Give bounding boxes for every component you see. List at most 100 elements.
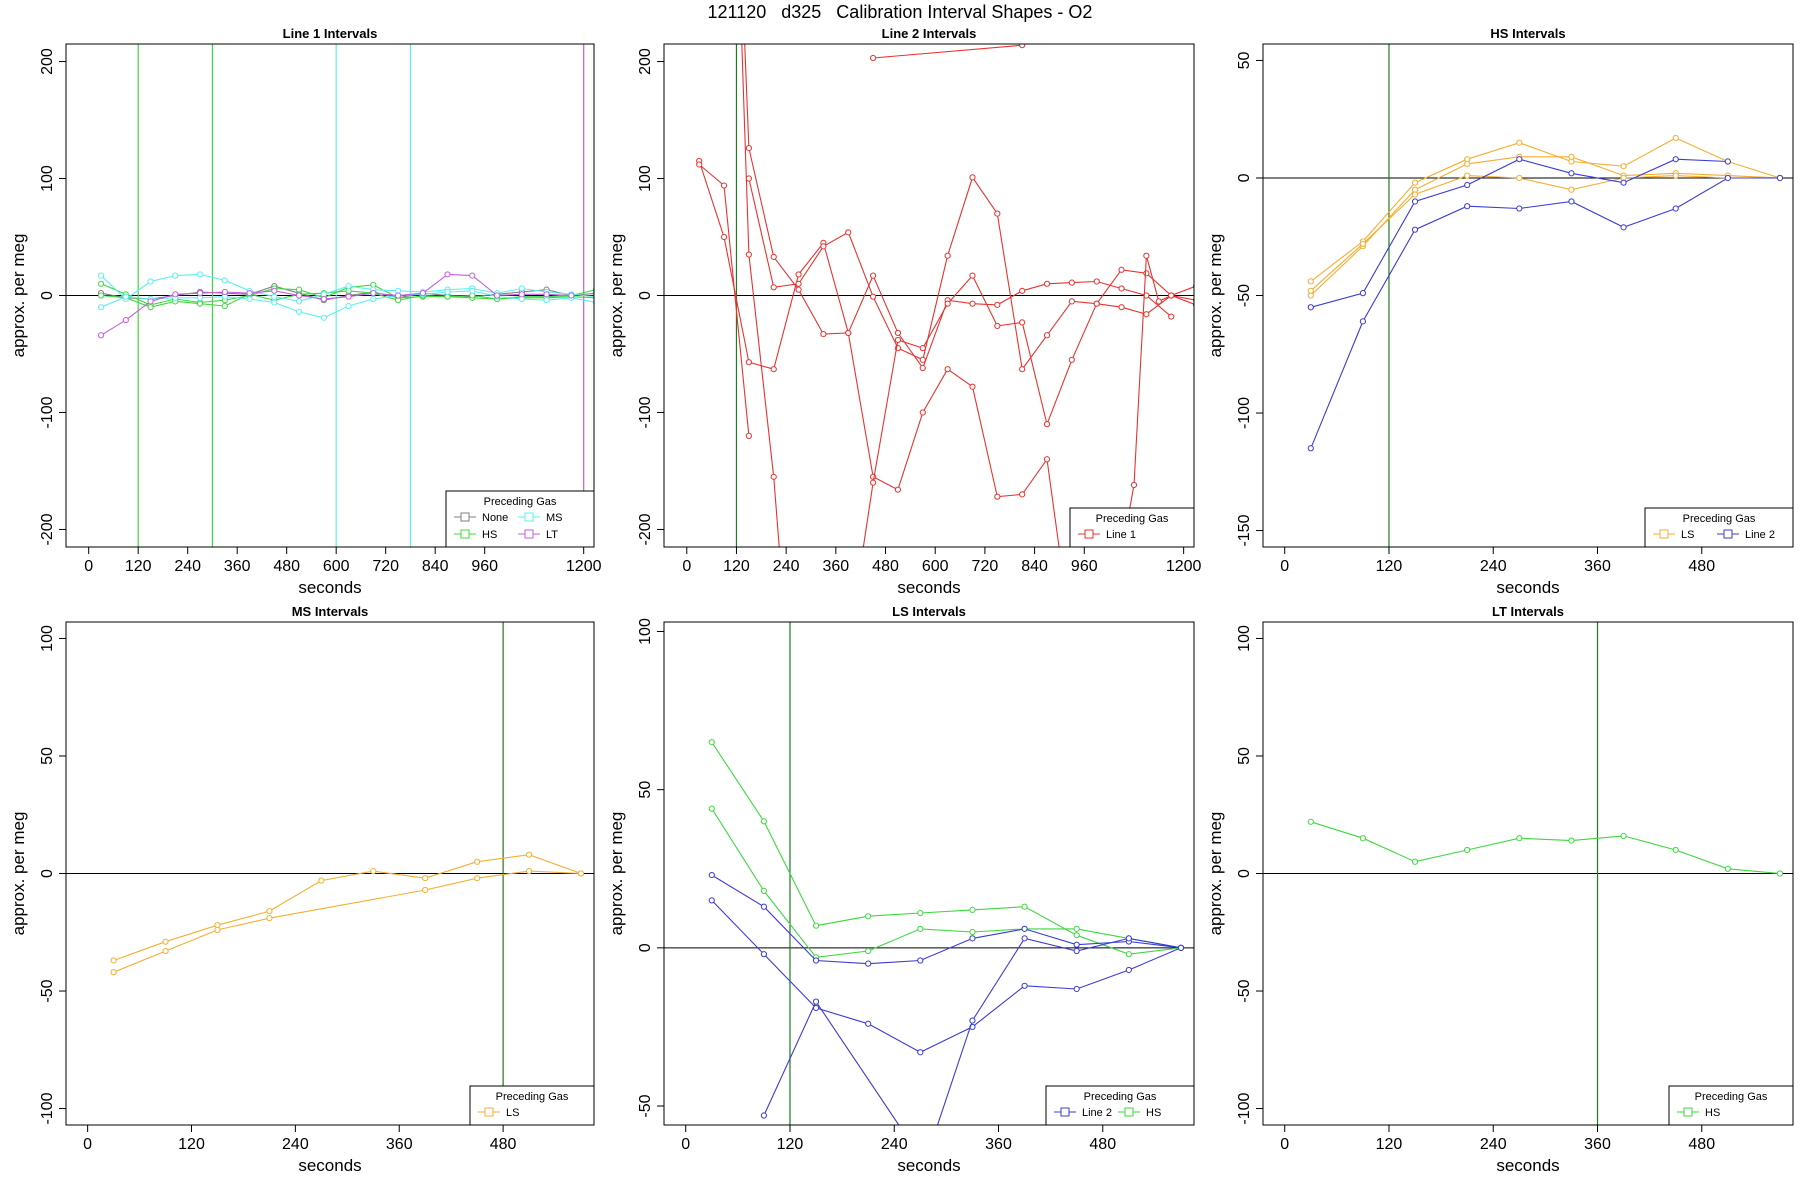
- data-point: [994, 493, 1001, 500]
- data-point: [1620, 163, 1627, 170]
- x-tick-label: 360: [822, 558, 849, 575]
- x-tick-label: 120: [723, 558, 750, 575]
- data-point: [969, 906, 976, 913]
- data-point: [518, 291, 525, 298]
- data-point: [969, 174, 976, 181]
- legend-title: Preceding Gas: [1683, 513, 1756, 525]
- y-tick-label: 100: [39, 165, 56, 192]
- data-point: [1620, 832, 1627, 839]
- panel-line2: Line 2 Intervals 0 120 240 360 480 600 720 840 96…: [607, 26, 1202, 643]
- y-tick-label: -100: [637, 396, 654, 428]
- legend: Preceding Gas HS: [1668, 1085, 1794, 1126]
- legend-label: LT: [546, 529, 558, 541]
- data-point: [1069, 638, 1074, 643]
- data-point: [525, 851, 533, 858]
- data-point: [97, 272, 105, 279]
- data-point: [422, 886, 429, 894]
- legend-entry: None: [454, 512, 508, 524]
- data-point: [97, 332, 105, 339]
- series-line: [711, 741, 1182, 955]
- data-point: [295, 308, 303, 315]
- y-tick-label: 0: [637, 943, 654, 952]
- y-tick-label: 0: [1236, 869, 1253, 878]
- series-line-2: [1307, 174, 1784, 452]
- legend: Preceding Gas Line 1: [1069, 507, 1195, 548]
- data-point: [994, 322, 1001, 330]
- data-point: [969, 272, 976, 279]
- series-line: [1310, 175, 1780, 292]
- data-point: [1021, 982, 1028, 989]
- data-point: [1168, 292, 1175, 299]
- legend-label: HS: [1705, 1107, 1720, 1119]
- series-ls: [110, 868, 585, 976]
- series-line-2: [708, 871, 1185, 967]
- data-point: [1073, 941, 1080, 948]
- data-point: [1073, 985, 1080, 993]
- data-point: [1073, 932, 1080, 939]
- data-point: [870, 54, 877, 62]
- y-tick-label: 100: [637, 165, 654, 192]
- data-point: [122, 293, 129, 300]
- legend-entry: HS: [454, 529, 497, 541]
- x-tick-label: 360: [224, 558, 251, 575]
- data-point: [1359, 240, 1367, 247]
- data-point: [147, 278, 154, 285]
- data-point: [1043, 332, 1051, 339]
- y-tick-label: -100: [39, 1092, 56, 1124]
- legend: Preceding Gas LS Line 2: [1644, 507, 1794, 548]
- data-point: [1359, 318, 1367, 325]
- data-point: [1411, 858, 1419, 865]
- data-point: [221, 288, 228, 296]
- legend-label: Line 1: [1106, 529, 1136, 541]
- data-point: [295, 292, 303, 299]
- data-point: [1516, 156, 1523, 163]
- data-point: [1143, 311, 1150, 318]
- legend-box: [445, 490, 595, 548]
- legend-swatch-marker: [524, 512, 534, 522]
- series-ls: [1307, 134, 1784, 285]
- data-point: [568, 292, 575, 299]
- data-point: [1068, 279, 1075, 286]
- series-ls: [110, 851, 585, 964]
- data-point: [1724, 865, 1731, 872]
- data-point: [1464, 203, 1471, 210]
- data-point: [944, 252, 951, 259]
- series-line: [873, 44, 1023, 59]
- data-point: [760, 818, 768, 825]
- legend-box: [1069, 507, 1195, 548]
- y-tick-label: 0: [39, 291, 56, 300]
- x-tick-label: 1200: [1166, 558, 1202, 575]
- y-axis-label: approx. per meg: [9, 812, 28, 936]
- y-tick-label: -200: [637, 513, 654, 545]
- x-tick-label: 1200: [566, 558, 602, 575]
- data-point: [865, 913, 872, 920]
- y-tick-label: -100: [1236, 397, 1253, 429]
- data-point: [784, 632, 789, 637]
- panel-title: MS Intervals: [292, 604, 369, 619]
- legend-label: HS: [482, 529, 497, 541]
- data-point: [795, 286, 802, 293]
- data-point: [1068, 298, 1075, 305]
- data-point: [708, 897, 715, 904]
- data-point: [1021, 903, 1028, 910]
- data-point: [172, 291, 179, 298]
- data-point: [196, 271, 204, 278]
- legend-label: HS: [1146, 1107, 1161, 1119]
- y-tick-label: -50: [1236, 284, 1253, 307]
- y-tick-label: -150: [1236, 514, 1253, 546]
- panel-ms: MS Intervals 0 120 240 360 480 -100 -50 0 50 100 se…: [9, 604, 595, 1175]
- data-point: [865, 1020, 872, 1027]
- data-point: [1168, 313, 1175, 320]
- legend-box: [1668, 1085, 1794, 1126]
- y-axis-label: approx. per meg: [9, 234, 28, 358]
- data-point: [770, 473, 777, 480]
- legend-entry: HS: [1677, 1107, 1720, 1119]
- figure-title: 121120 d325 Calibration Interval Shapes …: [707, 2, 1093, 22]
- data-point: [543, 291, 550, 298]
- data-point: [1043, 421, 1051, 428]
- data-point: [1724, 174, 1731, 182]
- y-tick-label: -100: [39, 396, 56, 428]
- data-point: [394, 292, 402, 299]
- data-point: [1073, 925, 1080, 932]
- y-tick-label: 50: [1236, 51, 1253, 69]
